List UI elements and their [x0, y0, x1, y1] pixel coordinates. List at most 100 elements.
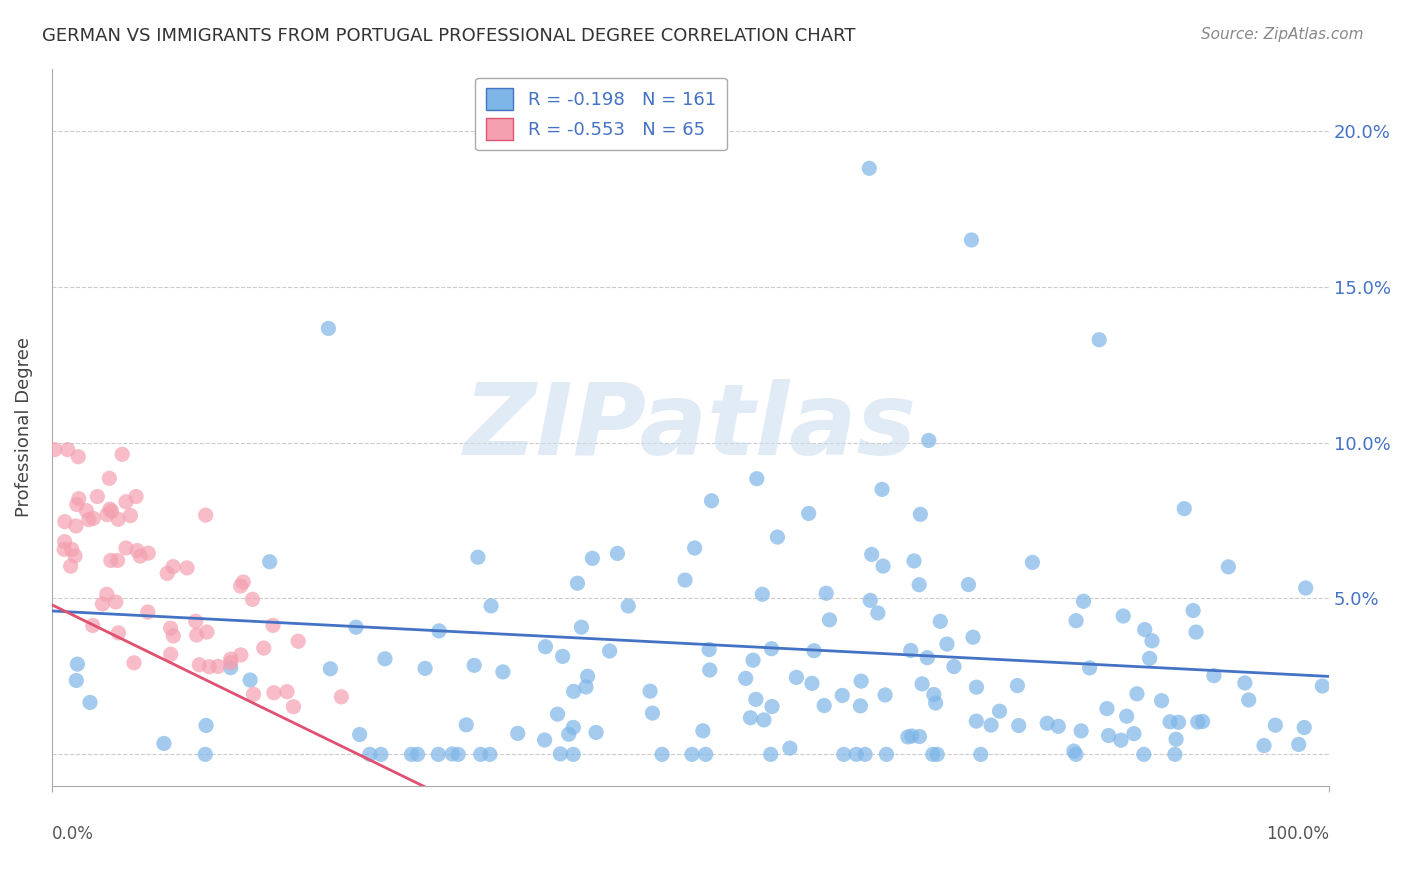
Text: 100.0%: 100.0% — [1267, 825, 1329, 843]
Germans — [859, 593, 882, 607]
Immigrants from Portugal — [91, 597, 114, 611]
Germans — [1008, 718, 1031, 732]
Germans — [1150, 694, 1173, 708]
Germans — [965, 714, 987, 728]
Germans — [818, 613, 841, 627]
Germans — [374, 652, 396, 666]
Immigrants from Portugal — [229, 648, 252, 662]
Germans — [617, 599, 640, 613]
Germans — [1112, 609, 1135, 624]
Immigrants from Portugal — [66, 498, 89, 512]
Germans — [1097, 729, 1119, 743]
Germans — [697, 642, 720, 657]
Germans — [683, 541, 706, 555]
Immigrants from Portugal — [262, 618, 284, 632]
Legend: R = -0.198   N = 161, R = -0.553   N = 65: R = -0.198 N = 161, R = -0.553 N = 65 — [475, 78, 727, 151]
Germans — [800, 676, 823, 690]
Text: GERMAN VS IMMIGRANTS FROM PORTUGAL PROFESSIONAL DEGREE CORRELATION CHART: GERMAN VS IMMIGRANTS FROM PORTUGAL PROFE… — [42, 27, 856, 45]
Immigrants from Portugal — [156, 566, 179, 581]
Germans — [911, 677, 934, 691]
Germans — [936, 637, 959, 651]
Germans — [1036, 716, 1059, 731]
Immigrants from Portugal — [59, 559, 82, 574]
Germans — [478, 747, 501, 762]
Immigrants from Portugal — [125, 490, 148, 504]
Immigrants from Portugal — [100, 553, 122, 567]
Immigrants from Portugal — [56, 442, 79, 457]
Germans — [673, 573, 696, 587]
Immigrants from Portugal — [96, 587, 118, 601]
Immigrants from Portugal — [107, 625, 129, 640]
Immigrants from Portugal — [207, 659, 229, 673]
Immigrants from Portugal — [98, 471, 121, 485]
Germans — [441, 747, 464, 761]
Germans — [921, 747, 943, 762]
Germans — [1095, 701, 1118, 715]
Immigrants from Portugal — [115, 541, 138, 555]
Germans — [1064, 747, 1087, 762]
Germans — [1187, 715, 1209, 730]
Germans — [533, 733, 555, 747]
Immigrants from Portugal — [53, 534, 76, 549]
Germans — [1139, 651, 1161, 665]
Germans — [908, 730, 931, 744]
Immigrants from Portugal — [120, 508, 142, 523]
Germans — [551, 649, 574, 664]
Germans — [1047, 719, 1070, 733]
Germans — [922, 688, 945, 702]
Immigrants from Portugal — [136, 546, 159, 560]
Immigrants from Portugal — [194, 508, 217, 522]
Germans — [929, 615, 952, 629]
Germans — [965, 680, 987, 694]
Germans — [815, 586, 838, 600]
Germans — [853, 747, 876, 762]
Text: 0.0%: 0.0% — [52, 825, 94, 843]
Immigrants from Portugal — [75, 503, 97, 517]
Germans — [1191, 714, 1213, 729]
Germans — [970, 747, 993, 762]
Germans — [831, 689, 853, 703]
Germans — [740, 711, 762, 725]
Immigrants from Portugal — [65, 519, 87, 533]
Germans — [359, 747, 381, 762]
Germans — [866, 606, 889, 620]
Germans — [606, 546, 628, 560]
Germans — [557, 727, 579, 741]
Germans — [506, 726, 529, 740]
Germans — [785, 670, 807, 684]
Germans — [413, 661, 436, 675]
Germans — [575, 680, 598, 694]
Germans — [759, 747, 782, 762]
Immigrants from Portugal — [198, 659, 221, 673]
Text: ZIPatlas: ZIPatlas — [464, 378, 917, 475]
Germans — [910, 508, 932, 522]
Germans — [567, 576, 589, 591]
Immigrants from Portugal — [82, 618, 104, 632]
Germans — [562, 684, 585, 698]
Germans — [534, 640, 557, 654]
Germans — [927, 747, 949, 762]
Germans — [651, 747, 673, 762]
Germans — [427, 747, 450, 762]
Germans — [194, 747, 217, 762]
Germans — [1237, 693, 1260, 707]
Germans — [779, 741, 801, 756]
Germans — [239, 673, 262, 687]
Germans — [401, 747, 423, 762]
Germans — [492, 665, 515, 679]
Germans — [641, 706, 664, 720]
Germans — [1109, 733, 1132, 747]
Germans — [695, 747, 717, 762]
Immigrants from Portugal — [162, 629, 184, 643]
Germans — [875, 747, 897, 762]
Germans — [845, 747, 868, 762]
Germans — [1288, 738, 1310, 752]
Germans — [550, 747, 572, 761]
Immigrants from Portugal — [242, 592, 264, 607]
Germans — [1295, 581, 1317, 595]
Germans — [547, 707, 569, 722]
Germans — [924, 696, 946, 710]
Immigrants from Portugal — [100, 504, 122, 518]
Germans — [849, 674, 872, 689]
Germans — [742, 653, 765, 667]
